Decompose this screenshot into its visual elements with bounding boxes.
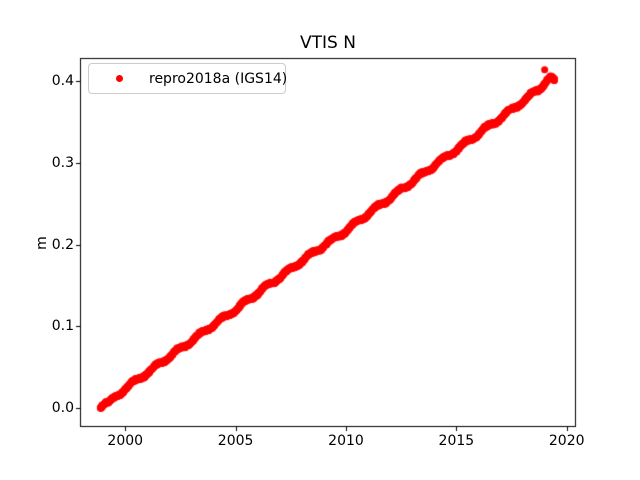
chart-title: VTIS N [300,33,356,53]
x-tick-label: 2020 [548,433,585,449]
y-tick-label: 0.0 [51,399,74,416]
x-tick-label: 2010 [328,433,364,449]
x-tick-label: 2005 [217,433,254,449]
y-tick-label: 0.2 [51,236,74,253]
y-tick-label: 0.1 [51,318,74,335]
legend-marker-dot [116,75,123,82]
y-tick-label: 0.4 [51,73,74,90]
y-tick-label: 0.3 [51,154,74,171]
x-tick-label: 2000 [107,433,144,449]
legend-entry-label: repro2018a (IGS14) [149,70,288,87]
legend: repro2018a (IGS14) [88,63,288,94]
x-tick-label: 2015 [438,433,475,449]
